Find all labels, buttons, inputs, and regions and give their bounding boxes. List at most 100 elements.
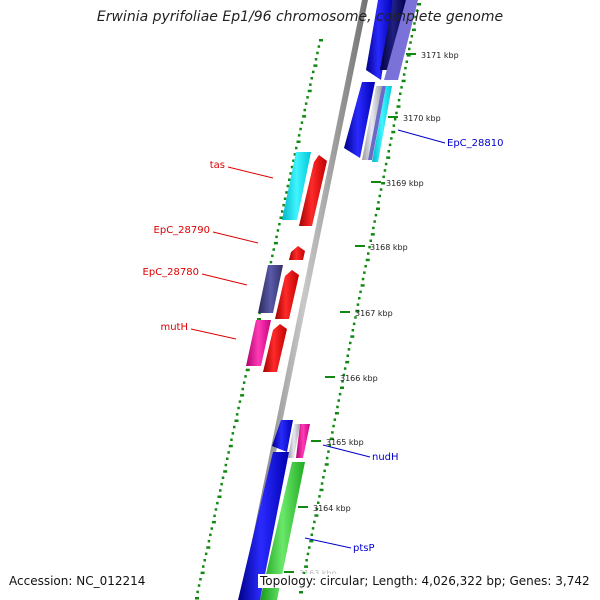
gene-labels: tas EpC_28790 EpC_28780 mutH EpC_28810 n…	[143, 138, 504, 554]
ptsp-leader	[304, 537, 352, 549]
gc-dot	[392, 124, 396, 127]
gc-dot	[319, 39, 323, 42]
gc-dot	[316, 51, 319, 55]
gc-dot	[289, 172, 292, 175]
gene-ptsp-blue	[238, 452, 289, 600]
gc-dot	[295, 146, 298, 150]
gc-dot	[334, 412, 339, 415]
gc-dot	[292, 159, 295, 162]
gc-dot	[411, 28, 416, 32]
gc-dot	[303, 108, 306, 112]
gene-label-lines	[190, 129, 446, 549]
gene-top-blue-a	[366, 0, 393, 80]
gc-dot	[309, 83, 312, 86]
gc-dot	[296, 140, 301, 143]
accession-text: Accession: NC_012214	[7, 574, 148, 588]
forward-genes	[246, 152, 327, 372]
gc-dot	[395, 111, 398, 115]
gc-dot	[320, 482, 324, 485]
gc-dot	[306, 552, 310, 556]
gc-dot	[359, 290, 362, 294]
gc-dot	[324, 463, 329, 466]
epc28790-leader	[212, 231, 259, 244]
gc-dot	[219, 489, 222, 492]
gc-dot	[286, 184, 290, 188]
gc-dot	[221, 476, 225, 479]
gene-label-ptsp: ptsP	[353, 543, 375, 554]
gc-dot	[376, 207, 380, 210]
gc-dot	[399, 92, 402, 95]
gc-dot	[346, 354, 349, 357]
gc-dot	[331, 431, 334, 434]
gc-dot	[275, 235, 278, 239]
gc-dot	[240, 394, 245, 397]
backbone-ring	[240, 0, 368, 600]
gc-dot	[410, 35, 414, 38]
gc-dot	[340, 386, 344, 389]
gc-dot	[196, 590, 199, 594]
gene-epc28810-cyan	[372, 86, 392, 162]
gc-dot	[223, 470, 228, 473]
gc-dot	[396, 105, 401, 108]
gene-label-muth: mutH	[160, 322, 188, 333]
gc-dot	[417, 3, 421, 6]
gene-epc28780-block	[258, 265, 283, 313]
gc-dot	[341, 380, 344, 383]
gc-dot	[379, 188, 383, 191]
gc-dot	[288, 178, 291, 181]
gc-dot	[305, 559, 308, 562]
gc-dot	[400, 86, 403, 89]
gene-tas-arrow	[299, 155, 327, 226]
gc-dot	[211, 520, 216, 524]
epc28780-leader	[201, 273, 248, 286]
gc-dot	[360, 284, 365, 287]
gc-dot	[269, 260, 273, 264]
gc-dot	[310, 77, 313, 80]
gc-dot	[209, 533, 212, 537]
gc-dot	[300, 121, 304, 124]
gc-dot	[304, 102, 308, 105]
kbp-ticks: 3171 kbp 3170 kbp 3169 kbp 3168 kbp 3167 kbp…	[284, 51, 459, 578]
gc-dot	[202, 565, 205, 568]
genome-summary-text: Topology: circular; Length: 4,026,322 bp…	[258, 574, 592, 588]
gene-muth-block	[246, 320, 271, 366]
gc-dot	[322, 476, 325, 479]
gc-dot	[217, 495, 222, 498]
gene-top-periwinkle	[384, 0, 418, 80]
gc-dot	[367, 252, 370, 255]
gc-dot	[283, 197, 287, 200]
gc-dot	[319, 488, 324, 492]
gc-dot	[244, 375, 247, 378]
gc-dot	[235, 413, 239, 416]
muth-leader	[190, 328, 237, 340]
gc-dot	[315, 507, 319, 511]
gc-dot	[405, 60, 408, 63]
gc-dot	[372, 226, 375, 230]
gc-dot	[308, 546, 311, 549]
gc-dot	[393, 118, 397, 121]
gc-dot	[368, 245, 371, 249]
gc-dot	[302, 571, 306, 575]
gc-dot	[293, 153, 297, 156]
gc-dot	[279, 216, 284, 219]
gc-dot	[227, 451, 230, 454]
gc-dot	[317, 501, 320, 504]
gene-epc28810-purple	[368, 86, 386, 160]
gene-nudh-grey	[288, 424, 300, 458]
gc-dot	[342, 373, 346, 377]
gc-dot	[354, 316, 357, 319]
gc-dot	[204, 552, 208, 556]
kbp-tick-label: 3171 kbp	[421, 51, 459, 60]
gc-dot	[199, 578, 202, 581]
gc-dot	[327, 450, 330, 453]
gc-dot	[302, 115, 307, 118]
gc-dot	[228, 444, 233, 448]
gc-dot	[350, 335, 355, 338]
gc-dot	[401, 79, 406, 83]
gc-dot	[390, 137, 393, 140]
gene-ptsp-green	[260, 462, 305, 600]
gc-dot	[241, 387, 244, 391]
gene-label-epc28790: EpC_28790	[154, 225, 210, 236]
gc-dot	[299, 591, 303, 594]
gc-dot	[383, 169, 387, 172]
